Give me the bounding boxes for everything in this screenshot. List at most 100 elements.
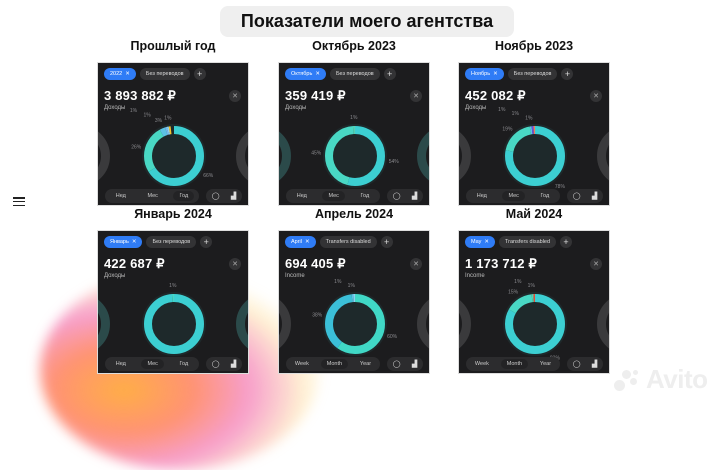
segment-label: 54% [389, 159, 400, 165]
close-button[interactable]: ✕ [229, 258, 241, 270]
period-option[interactable]: Мес [502, 191, 525, 201]
period-option[interactable]: Нед [115, 193, 126, 199]
transfers-filter-chip[interactable]: Без переводов [329, 68, 380, 80]
close-icon[interactable]: ✕ [131, 239, 137, 245]
donut-segment[interactable] [325, 126, 385, 186]
period-option[interactable]: Year [359, 361, 372, 367]
close-button[interactable]: ✕ [410, 90, 422, 102]
transfers-filter-chip[interactable]: Transfers disabled [499, 236, 557, 248]
period-chip[interactable]: Январь ✕ [104, 236, 143, 248]
income-label: Доходы [465, 105, 487, 111]
period-option[interactable]: Год [173, 191, 195, 201]
segment-label: 19% [502, 126, 513, 132]
chart-type-toggle[interactable]: ◯ ▟ [567, 357, 603, 371]
donut-segment[interactable] [505, 126, 565, 186]
period-option[interactable]: Год [179, 361, 189, 367]
donut-chart: 78% 19% 1% 1% 1% [498, 107, 567, 190]
donut-segment[interactable] [144, 126, 204, 186]
period-switch[interactable]: Week Month Year [466, 357, 560, 371]
period-option[interactable]: Year [539, 361, 552, 367]
period-option[interactable]: Мес [322, 191, 345, 201]
close-icon[interactable]: ✕ [315, 71, 320, 77]
add-filter-button[interactable]: + [560, 236, 573, 248]
period-option[interactable]: Мес [141, 359, 164, 369]
segment-label: 1% [169, 283, 177, 289]
donut-segment[interactable] [144, 294, 204, 354]
donut-chart-icon[interactable]: ◯ [211, 193, 220, 200]
income-card: Январь ✕ Без переводов + 422 687 ₽ Доходы… [97, 230, 249, 374]
period-option[interactable]: Год [540, 193, 550, 199]
period-switch[interactable]: Нед Мес Год [466, 189, 560, 203]
donut-chart: 66%26%3%1%1%1% [130, 108, 214, 188]
period-option[interactable]: Год [360, 193, 370, 199]
close-button[interactable]: ✕ [410, 258, 422, 270]
period-option[interactable]: Month [500, 359, 529, 369]
bar-chart-icon[interactable]: ▟ [230, 193, 237, 200]
period-switch[interactable]: Нед Мес Год [105, 357, 199, 371]
donut-chart-icon[interactable]: ◯ [572, 193, 581, 200]
add-filter-button[interactable]: + [383, 68, 396, 80]
period-option[interactable]: Нед [476, 193, 487, 199]
transfers-filter-chip[interactable]: Без переводов [146, 236, 197, 248]
donut-segment[interactable] [325, 126, 385, 186]
period-chip[interactable]: Ноябрь ✕ [465, 68, 504, 80]
chart-type-toggle[interactable]: ◯ ▟ [567, 189, 603, 203]
period-option[interactable]: Мес [147, 193, 158, 199]
donut-segment[interactable] [144, 126, 204, 186]
close-button[interactable]: ✕ [590, 258, 602, 270]
transfers-filter-chip[interactable]: Без переводов [139, 68, 190, 80]
add-filter-button[interactable]: + [193, 68, 206, 80]
donut-segment[interactable] [325, 294, 385, 354]
period-option[interactable]: Нед [296, 193, 307, 199]
donut-chart-icon[interactable]: ◯ [392, 361, 401, 368]
period-chip[interactable]: 2022 ✕ [104, 68, 136, 80]
add-filter-button[interactable]: + [200, 236, 213, 248]
period-option[interactable]: Week [294, 361, 309, 367]
close-icon[interactable]: ✕ [493, 71, 498, 77]
close-button[interactable]: ✕ [590, 90, 602, 102]
close-button[interactable]: ✕ [229, 90, 241, 102]
add-filter-button[interactable]: + [561, 68, 574, 80]
transfers-filter-chip[interactable]: Без переводов [507, 68, 558, 80]
donut-chart-icon[interactable]: ◯ [572, 361, 581, 368]
bar-chart-icon[interactable]: ▟ [230, 361, 237, 368]
income-card: May ✕ Transfers disabled + 1 173 712 ₽ In… [458, 230, 610, 374]
period-option[interactable]: Нед [115, 361, 126, 367]
income-amount: 359 419 ₽ [285, 88, 346, 103]
income-amount: 422 687 ₽ [104, 256, 165, 271]
bar-chart-icon[interactable]: ▟ [591, 193, 598, 200]
segment-label: 1% [525, 116, 533, 122]
close-icon[interactable]: ✕ [125, 71, 130, 77]
hamburger-icon[interactable] [13, 197, 25, 206]
chart-type-toggle[interactable]: ◯ ▟ [387, 357, 423, 371]
avito-watermark: Avito [614, 364, 708, 395]
segment-label: 26% [131, 144, 142, 150]
add-filter-button[interactable]: + [380, 236, 393, 248]
bar-chart-icon[interactable]: ▟ [591, 361, 598, 368]
donut-chart: 60% 38% 1% 1% [312, 279, 398, 356]
transfers-filter-chip[interactable]: Transfers disabled [319, 236, 377, 248]
period-switch[interactable]: Нед Мес Год [286, 189, 380, 203]
close-icon[interactable]: ✕ [484, 239, 489, 245]
period-option[interactable]: Week [474, 361, 489, 367]
chart-type-toggle[interactable]: ◯ ▟ [387, 189, 423, 203]
period-switch[interactable]: Нед Мес Год [105, 189, 199, 203]
period-chip[interactable]: May ✕ [465, 236, 495, 248]
period-option[interactable]: Month [320, 359, 349, 369]
donut-segment[interactable] [325, 294, 385, 354]
bar-chart-icon[interactable]: ▟ [411, 193, 418, 200]
card-heading: Ноябрь 2023 [494, 39, 574, 53]
close-icon[interactable]: ✕ [305, 239, 310, 245]
segment-label: 1% [348, 283, 356, 289]
chart-type-toggle[interactable]: ◯ ▟ [206, 189, 242, 203]
bar-chart-icon[interactable]: ▟ [411, 361, 418, 368]
chart-type-toggle[interactable]: ◯ ▟ [206, 357, 242, 371]
period-switch[interactable]: Week Month Year [286, 357, 380, 371]
income-card: Октябрь ✕ Без переводов + 359 419 ₽ Доход… [278, 62, 430, 206]
period-chip[interactable]: April ✕ [285, 236, 316, 248]
period-chip[interactable]: Октябрь ✕ [285, 68, 326, 80]
donut-chart-icon[interactable]: ◯ [211, 361, 220, 368]
segment-label: 66% [203, 173, 214, 179]
donut-segment[interactable] [505, 294, 565, 354]
donut-chart-icon[interactable]: ◯ [392, 193, 401, 200]
